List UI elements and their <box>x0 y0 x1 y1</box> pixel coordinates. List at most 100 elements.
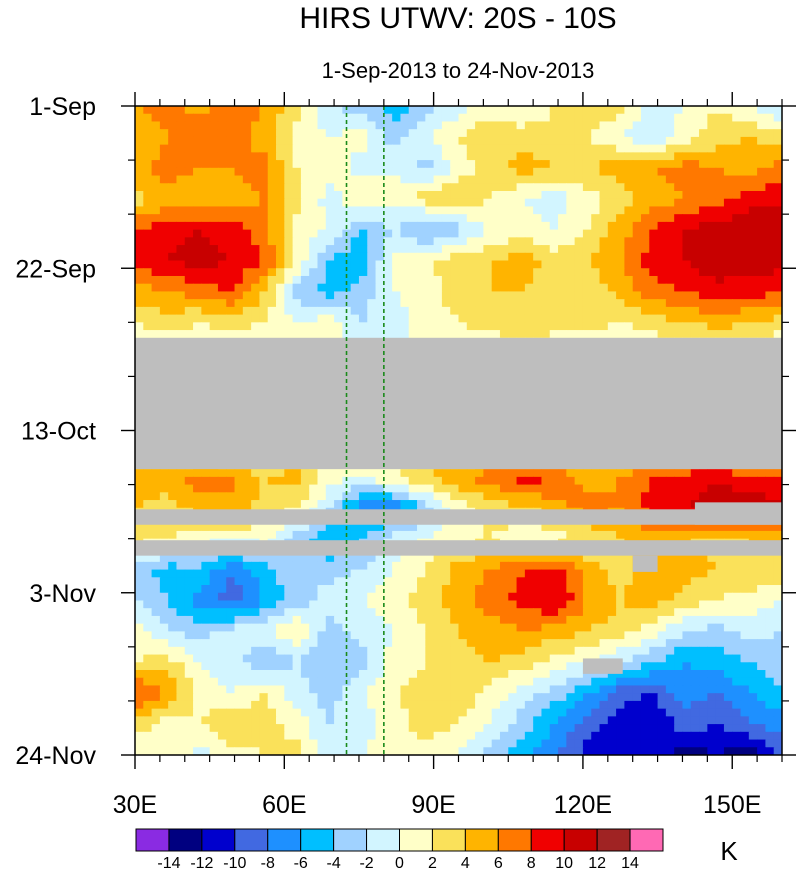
field-cell <box>143 500 153 509</box>
field-cell <box>276 106 285 115</box>
field-cell <box>284 322 294 331</box>
field-cell <box>591 136 601 146</box>
field-cell <box>757 106 767 115</box>
field-cell <box>276 190 285 200</box>
field-cell <box>309 476 319 486</box>
field-cell <box>201 129 211 138</box>
field-cell <box>690 561 700 571</box>
field-cell <box>715 306 725 316</box>
field-cell <box>143 330 153 339</box>
field-cell <box>607 121 617 130</box>
field-cell <box>184 469 194 478</box>
field-cell <box>657 492 667 501</box>
field-cell <box>533 252 543 262</box>
field-cell <box>624 106 634 115</box>
field-cell <box>541 221 551 231</box>
field-cell <box>383 275 393 285</box>
field-cell <box>176 252 186 262</box>
field-cell <box>475 569 484 578</box>
field-cell <box>682 121 692 130</box>
field-cell <box>350 291 360 300</box>
field-cell <box>475 306 484 316</box>
field-cell <box>690 469 700 478</box>
field-cell <box>358 306 368 316</box>
field-cell <box>483 592 493 602</box>
field-cell <box>599 523 609 532</box>
field-cell <box>425 484 435 493</box>
field-cell <box>367 484 377 493</box>
field-cell <box>558 492 567 501</box>
field-cell <box>616 299 625 308</box>
field-cell <box>408 476 418 486</box>
field-cell <box>657 569 667 578</box>
field-cell <box>135 144 144 153</box>
field-cell <box>699 260 708 269</box>
field-cell <box>300 523 310 532</box>
field-cell <box>143 492 153 501</box>
field-cell <box>209 237 219 246</box>
field-cell <box>558 129 567 138</box>
field-cell <box>690 569 700 578</box>
field-cell <box>516 190 526 200</box>
field-cell <box>317 106 327 115</box>
field-cell <box>375 476 385 486</box>
field-cell <box>242 183 252 192</box>
field-cell <box>309 260 319 269</box>
field-cell <box>242 129 252 138</box>
field-cell <box>184 167 194 177</box>
field-cell <box>217 268 227 277</box>
field-cell <box>558 592 567 602</box>
field-cell <box>558 260 567 269</box>
field-cell <box>715 291 725 300</box>
field-cell <box>491 229 501 238</box>
field-cell <box>748 299 758 308</box>
field-cell <box>757 214 767 223</box>
field-cell <box>143 569 153 578</box>
field-cell <box>732 214 742 223</box>
field-cell <box>690 492 700 501</box>
field-cell <box>499 569 509 578</box>
field-cell <box>267 136 277 146</box>
field-cell <box>267 183 277 192</box>
field-cell <box>699 252 708 262</box>
field-cell <box>441 314 451 323</box>
field-cell <box>558 113 567 123</box>
field-cell <box>251 121 261 130</box>
field-cell <box>176 106 186 115</box>
field-cell <box>267 330 277 339</box>
field-cell <box>284 530 294 540</box>
field-cell <box>748 106 758 115</box>
field-cell <box>715 492 725 501</box>
field-cell <box>135 206 144 215</box>
field-cell <box>392 561 402 571</box>
field-cell <box>524 476 534 486</box>
field-cell <box>657 275 667 285</box>
field-cell <box>558 275 567 285</box>
field-cell <box>267 291 277 300</box>
field-cell <box>475 554 484 563</box>
field-cell <box>707 330 717 339</box>
field-cell <box>616 144 625 153</box>
field-cell <box>624 275 634 285</box>
field-cell <box>732 198 742 208</box>
field-cell <box>765 291 775 300</box>
field-cell <box>417 291 426 300</box>
field-cell <box>599 299 609 308</box>
field-cell <box>466 585 476 594</box>
field-cell <box>300 476 310 486</box>
field-cell <box>217 469 227 478</box>
field-cell <box>358 245 368 254</box>
field-cell <box>242 206 252 215</box>
field-cell <box>367 492 377 501</box>
field-cell <box>483 167 493 177</box>
field-cell <box>607 306 617 316</box>
field-cell <box>524 569 534 578</box>
field-cell <box>358 322 368 331</box>
field-cell <box>674 260 684 269</box>
field-cell <box>682 306 692 316</box>
field-cell <box>508 283 518 293</box>
field-cell <box>168 592 178 602</box>
field-cell <box>582 121 592 130</box>
field-cell <box>375 484 385 493</box>
field-cell <box>242 569 252 578</box>
